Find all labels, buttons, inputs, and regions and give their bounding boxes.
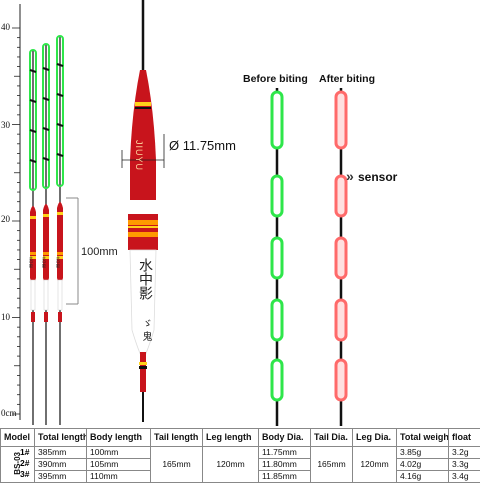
total-length-cell: 395mm: [35, 471, 87, 483]
brand-vertical: JIUYU: [134, 140, 144, 171]
ruler-label-30: 30: [1, 120, 10, 130]
body-dia-cell: 11.85mm: [259, 471, 311, 483]
ruler-label-10: 10: [1, 312, 10, 322]
small-cjk-1: 水中影: [28, 256, 34, 268]
header-body-dia: Body Dia.: [259, 429, 311, 447]
header-tail-dia: Tail Dia.: [311, 429, 353, 447]
ruler-label-0: 0cm: [1, 408, 17, 418]
body-length-cell: 105mm: [87, 459, 151, 471]
model-label-2: 2#: [20, 458, 29, 468]
tail-dia-cell: 165mm: [311, 447, 353, 483]
header-leg-length: Leg length: [203, 429, 259, 447]
diameter-label: Ø 11.75mm: [169, 138, 236, 153]
leg-dia-cell: 120mm: [353, 447, 397, 483]
spec-table: Model Total length Body length Tail leng…: [0, 428, 480, 483]
total-weight-cell: 4.02g: [397, 459, 449, 471]
signature-mark: ゞ 鬼: [138, 318, 153, 341]
total-length-cell: 385mm: [35, 447, 87, 459]
after-biting-tip: [326, 88, 356, 428]
table-header-row: Model Total length Body length Tail leng…: [1, 429, 480, 447]
body-length-cell: 100mm: [87, 447, 151, 459]
ruler: 40 30 20 10 0cm: [0, 0, 22, 428]
small-cjk-3: 水中影: [55, 256, 61, 268]
table-row: BS-03 385mm 100mm 165mm 120mm 11.75mm 16…: [1, 447, 480, 459]
header-model: Model: [1, 429, 35, 447]
body-dia-cell: 11.80mm: [259, 459, 311, 471]
ruler-label-40: 40: [1, 22, 10, 32]
small-cjk-2: 水中影: [41, 256, 47, 268]
small-float-3: [57, 36, 63, 425]
float-cell: 3.2g: [449, 447, 480, 459]
header-total-length: Total length: [35, 429, 87, 447]
before-biting-tip: [262, 88, 292, 428]
large-float: [118, 0, 168, 428]
header-float: float: [449, 429, 480, 447]
header-total-weight: Total weight: [397, 429, 449, 447]
model-label-1: 1#: [20, 447, 29, 457]
sensor-arrow-icon: »: [346, 168, 354, 184]
float-cell: 3.4g: [449, 471, 480, 483]
sensor-label: sensor: [358, 170, 397, 184]
total-weight-cell: 4.16g: [397, 471, 449, 483]
body-dia-cell: 11.75mm: [259, 447, 311, 459]
header-tail-length: Tail length: [151, 429, 203, 447]
total-weight-cell: 3.85g: [397, 447, 449, 459]
tail-length-cell: 165mm: [151, 447, 203, 483]
dimension-100mm-label: 100mm: [81, 246, 118, 258]
after-biting-label: After biting: [319, 73, 375, 85]
before-biting-label: Before biting: [243, 73, 308, 85]
small-float-1: [30, 50, 36, 425]
ruler-label-20: 20: [1, 214, 10, 224]
brand-cjk: 水中影: [135, 258, 155, 300]
leg-length-cell: 120mm: [203, 447, 259, 483]
float-cell: 3.3g: [449, 459, 480, 471]
header-leg-dia: Leg Dia.: [353, 429, 397, 447]
header-body-length: Body length: [87, 429, 151, 447]
small-float-2: [43, 44, 49, 425]
body-length-cell: 110mm: [87, 471, 151, 483]
model-label-3: 3#: [20, 469, 29, 479]
total-length-cell: 390mm: [35, 459, 87, 471]
